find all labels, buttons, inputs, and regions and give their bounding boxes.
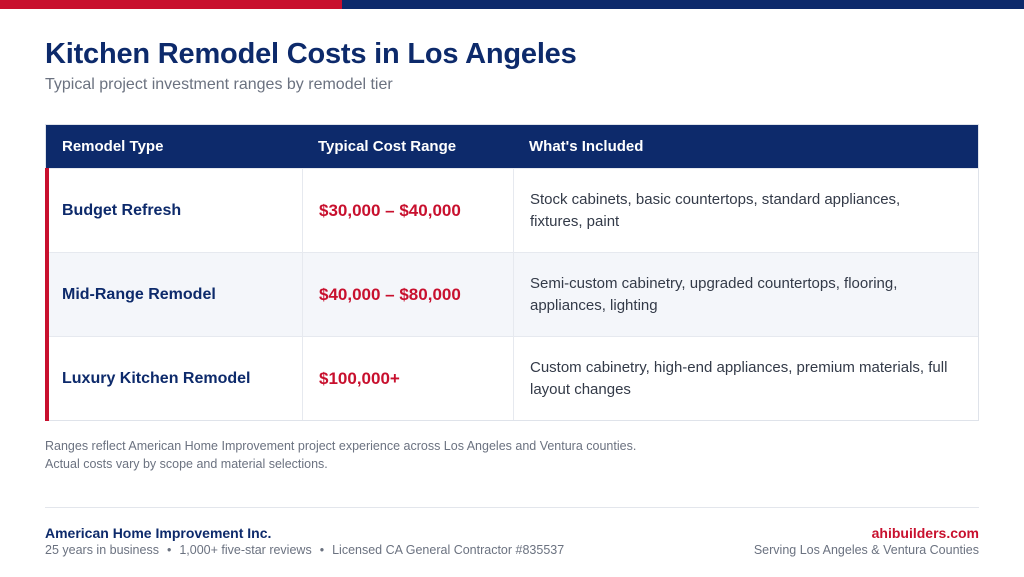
row-type-cell: Budget Refresh bbox=[46, 169, 302, 252]
row-included-cell: Semi-custom cabinetry, upgraded countert… bbox=[513, 253, 978, 336]
row-cost-cell: $100,000+ bbox=[302, 337, 513, 420]
table-row: Budget Refresh $30,000 – $40,000 Stock c… bbox=[46, 168, 978, 252]
website-link[interactable]: ahibuilders.com bbox=[871, 525, 979, 541]
table-row: Mid-Range Remodel $40,000 – $80,000 Semi… bbox=[46, 252, 978, 336]
top-bar-red-segment bbox=[0, 0, 342, 9]
column-header-included: What's Included bbox=[529, 138, 644, 155]
included-items: Semi-custom cabinetry, upgraded countert… bbox=[530, 274, 898, 314]
included-items: Stock cabinets, basic countertops, stand… bbox=[530, 190, 901, 230]
fact-separator: • bbox=[166, 543, 172, 557]
fact-license: Licensed CA General Contractor #835537 bbox=[332, 543, 565, 557]
cost-range: $40,000 – $80,000 bbox=[319, 284, 461, 304]
remodel-type: Mid-Range Remodel bbox=[62, 285, 216, 303]
footnote: Ranges reflect American Home Improvement… bbox=[45, 437, 636, 473]
footnote-line-1: Ranges reflect American Home Improvement… bbox=[45, 439, 637, 453]
footnote-line-2: Actual costs vary by scope and material … bbox=[45, 457, 328, 471]
included-items: Custom cabinetry, high-end appliances, p… bbox=[530, 358, 948, 398]
cost-table: Remodel Type Typical Cost Range What's I… bbox=[45, 124, 979, 421]
table-header-row: Remodel Type Typical Cost Range What's I… bbox=[46, 125, 978, 168]
cost-range: $100,000+ bbox=[319, 368, 400, 388]
row-cost-cell: $40,000 – $80,000 bbox=[302, 253, 513, 336]
footer-divider bbox=[45, 507, 979, 508]
column-header-remodel-type: Remodel Type bbox=[62, 138, 164, 155]
row-included-cell: Stock cabinets, basic countertops, stand… bbox=[513, 169, 978, 252]
service-area: Serving Los Angeles & Ventura Counties bbox=[753, 543, 979, 557]
top-accent-bar bbox=[0, 0, 1024, 9]
remodel-type: Luxury Kitchen Remodel bbox=[62, 369, 251, 387]
fact-reviews: 1,000+ five-star reviews bbox=[179, 543, 312, 557]
row-included-cell: Custom cabinetry, high-end appliances, p… bbox=[513, 337, 978, 420]
row-cost-cell: $30,000 – $40,000 bbox=[302, 169, 513, 252]
table-row: Luxury Kitchen Remodel $100,000+ Custom … bbox=[46, 336, 978, 420]
table-body: Budget Refresh $30,000 – $40,000 Stock c… bbox=[45, 168, 978, 421]
fact-years: 25 years in business bbox=[45, 543, 159, 557]
page-title: Kitchen Remodel Costs in Los Angeles bbox=[45, 38, 577, 70]
fact-separator: • bbox=[319, 543, 325, 557]
column-header-cost-range: Typical Cost Range bbox=[318, 138, 457, 155]
table-left-accent bbox=[45, 168, 49, 421]
row-type-cell: Luxury Kitchen Remodel bbox=[46, 337, 302, 420]
remodel-type: Budget Refresh bbox=[62, 201, 182, 219]
company-facts: 25 years in business • 1,000+ five-star … bbox=[45, 543, 564, 557]
cost-range: $30,000 – $40,000 bbox=[319, 200, 461, 220]
top-bar-navy-segment bbox=[342, 0, 1024, 9]
page-subtitle: Typical project investment ranges by rem… bbox=[45, 76, 393, 93]
row-type-cell: Mid-Range Remodel bbox=[46, 253, 302, 336]
company-name: American Home Improvement Inc. bbox=[45, 525, 272, 541]
